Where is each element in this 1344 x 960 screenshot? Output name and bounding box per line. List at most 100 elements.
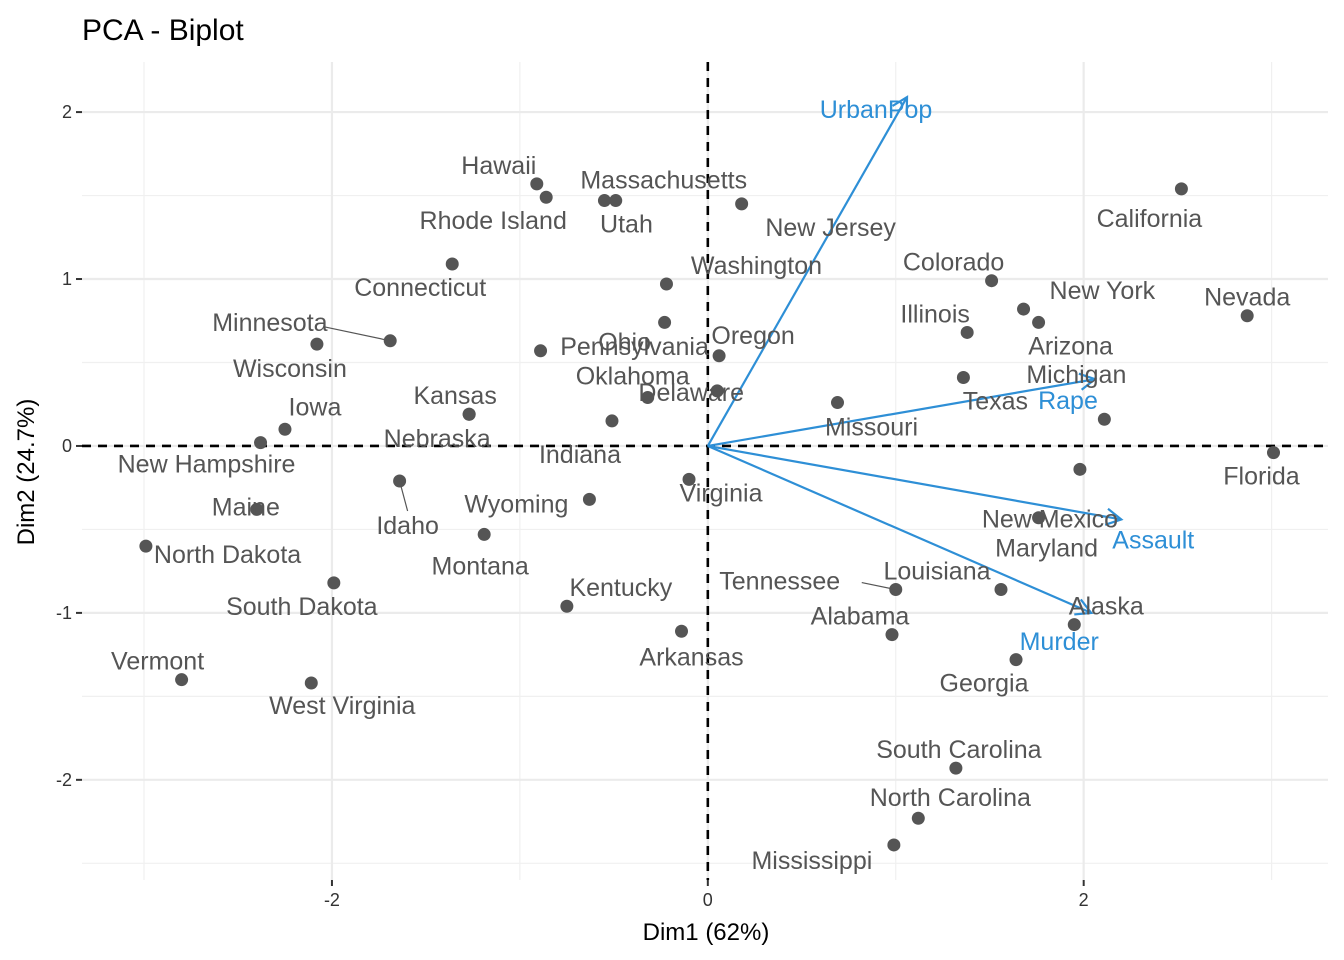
point-arizona bbox=[1032, 315, 1046, 329]
point-colorado bbox=[985, 274, 999, 288]
label-kentucky: Kentucky bbox=[569, 574, 672, 602]
arrowhead-murder bbox=[1074, 598, 1094, 616]
point-new-mexico bbox=[1073, 462, 1087, 476]
leader-minnesota bbox=[324, 326, 391, 342]
point-nebraska bbox=[462, 407, 476, 421]
label-alabama: Alabama bbox=[811, 603, 910, 631]
label-utah: Utah bbox=[600, 211, 653, 239]
label-oregon: Oregon bbox=[711, 322, 794, 350]
point-georgia bbox=[1009, 653, 1023, 667]
label-rhode-island: Rhode Island bbox=[420, 207, 567, 235]
label-iowa: Iowa bbox=[289, 393, 342, 421]
label-mississippi: Mississippi bbox=[751, 847, 872, 875]
label-vermont: Vermont bbox=[111, 648, 204, 676]
point-mississippi bbox=[887, 838, 901, 852]
data-points bbox=[139, 177, 1280, 852]
y-axis-title: Dim2 (24.7%) bbox=[13, 399, 40, 546]
point-pennsylvania bbox=[534, 344, 548, 358]
label-california: California bbox=[1097, 205, 1203, 233]
label-tennessee: Tennessee bbox=[719, 568, 840, 596]
label-ohio: Ohio bbox=[598, 328, 651, 356]
point-rhode-island bbox=[539, 190, 553, 204]
point-nevada bbox=[1240, 309, 1254, 323]
point-wyoming bbox=[582, 492, 596, 506]
point-south-carolina bbox=[949, 761, 963, 775]
point-north-dakota bbox=[139, 539, 153, 553]
label-virginia: Virginia bbox=[680, 479, 763, 507]
point-michigan bbox=[1097, 412, 1111, 426]
point-hawaii bbox=[530, 177, 544, 191]
point-alaska bbox=[1067, 618, 1081, 632]
point-louisiana bbox=[994, 583, 1008, 597]
point-ohio bbox=[658, 315, 672, 329]
label-leader-lines bbox=[324, 326, 896, 591]
label-var-rape: Rape bbox=[1038, 387, 1098, 415]
y-axis-ticks: -2 -1 0 1 2 bbox=[56, 102, 82, 790]
point-west-virginia bbox=[304, 676, 318, 690]
point-indiana bbox=[605, 414, 619, 428]
label-wyoming: Wyoming bbox=[464, 490, 568, 518]
label-nevada: Nevada bbox=[1204, 284, 1290, 312]
point-maryland bbox=[1032, 511, 1046, 525]
point-connecticut bbox=[445, 257, 459, 271]
label-hawaii: Hawaii bbox=[461, 152, 536, 180]
label-colorado: Colorado bbox=[903, 249, 1004, 277]
zero-reference-lines bbox=[82, 62, 1328, 880]
label-north-dakota: North Dakota bbox=[154, 541, 301, 569]
label-delaware: Delaware bbox=[638, 379, 744, 407]
label-south-carolina: South Carolina bbox=[876, 736, 1041, 764]
label-illinois: Illinois bbox=[900, 300, 969, 328]
arrowhead-assault bbox=[1104, 507, 1124, 526]
arrow-assault bbox=[707, 444, 1122, 521]
x-axis-title: Dim1 (62%) bbox=[643, 919, 770, 946]
arrowhead-rape bbox=[1078, 372, 1098, 391]
y-tick-label: -2 bbox=[56, 770, 72, 790]
point-oregon bbox=[712, 349, 726, 363]
point-arkansas bbox=[675, 624, 689, 638]
point-illinois bbox=[960, 325, 974, 339]
label-texas: Texas bbox=[963, 388, 1028, 416]
variable-arrows bbox=[706, 95, 1124, 616]
point-new-hampshire bbox=[254, 436, 268, 450]
variable-labels: UrbanPop Rape Assault Murder bbox=[820, 96, 1195, 656]
x-axis-ticks: -2 0 2 bbox=[324, 880, 1089, 910]
point-north-carolina bbox=[911, 811, 925, 825]
label-louisiana: Louisiana bbox=[883, 558, 990, 586]
label-var-assault: Assault bbox=[1112, 526, 1194, 554]
point-massachusetts bbox=[609, 194, 623, 208]
label-maine: Maine bbox=[212, 493, 280, 521]
label-minnesota: Minnesota bbox=[212, 309, 327, 337]
arrowhead-urbanpop bbox=[891, 95, 909, 115]
point-alabama bbox=[885, 628, 899, 642]
label-new-mexico: New Mexico bbox=[982, 505, 1118, 533]
label-west-virginia: West Virginia bbox=[269, 692, 415, 720]
leader-idaho bbox=[399, 480, 409, 512]
arrow-murder bbox=[707, 444, 1092, 614]
label-missouri: Missouri bbox=[825, 414, 918, 442]
label-new-jersey: New Jersey bbox=[765, 214, 896, 242]
point-maine bbox=[250, 502, 264, 516]
label-georgia: Georgia bbox=[940, 670, 1029, 698]
label-michigan: Michigan bbox=[1026, 361, 1126, 389]
point-delaware bbox=[710, 384, 724, 398]
label-alaska: Alaska bbox=[1069, 593, 1144, 621]
label-north-carolina: North Carolina bbox=[870, 784, 1031, 812]
leader-tennessee bbox=[861, 581, 896, 591]
label-pennsylvania: Pennsylvania bbox=[560, 333, 709, 361]
point-utah bbox=[597, 194, 611, 208]
point-labels: Alabama Alaska Arizona Arkansas California Co… bbox=[111, 152, 1300, 875]
label-wisconsin: Wisconsin bbox=[233, 355, 347, 383]
label-washington: Washington bbox=[691, 252, 822, 280]
label-nebraska: Nebraska bbox=[384, 425, 491, 453]
label-new-york: New York bbox=[1050, 277, 1156, 305]
arrow-urbanpop bbox=[706, 96, 908, 447]
y-tick-label: 1 bbox=[62, 269, 72, 289]
label-arkansas: Arkansas bbox=[639, 643, 743, 671]
label-connecticut: Connecticut bbox=[354, 274, 486, 302]
point-wisconsin bbox=[310, 337, 324, 351]
label-new-hampshire: New Hampshire bbox=[118, 451, 296, 479]
point-texas bbox=[956, 371, 970, 385]
point-new-jersey bbox=[735, 197, 749, 211]
point-vermont bbox=[175, 673, 189, 687]
